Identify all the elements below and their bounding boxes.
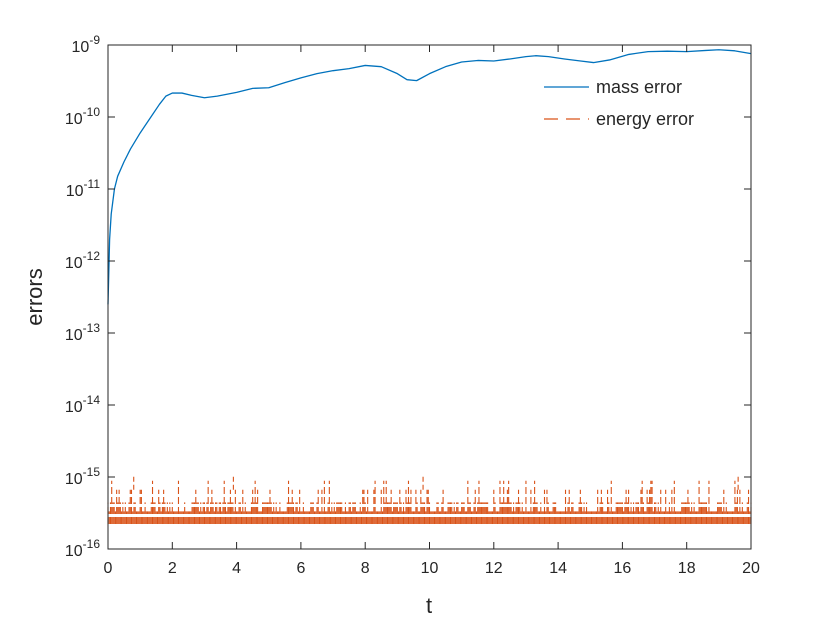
y-tick-label: 10-11 xyxy=(66,177,101,200)
y-tick-label: 10-12 xyxy=(65,249,100,272)
x-tick-label: 2 xyxy=(168,560,177,577)
x-tick-label: 0 xyxy=(104,560,113,577)
mass-error-line xyxy=(107,49,752,305)
x-tick-label: 12 xyxy=(485,560,503,577)
legend: mass error energy error xyxy=(537,70,737,138)
x-tick-label: 16 xyxy=(614,560,632,577)
x-tick-label: 8 xyxy=(361,560,370,577)
x-tick-label: 4 xyxy=(232,560,241,577)
legend-label-energy-error: energy error xyxy=(596,109,694,129)
y-tick-label: 10-15 xyxy=(65,465,100,488)
y-axis-label: errors xyxy=(22,268,47,325)
axes xyxy=(107,44,752,550)
mass-error-series xyxy=(107,49,752,305)
y-tick-label: 10-13 xyxy=(65,321,100,344)
x-axis-label: t xyxy=(426,593,432,618)
x-tick-label: 18 xyxy=(678,560,696,577)
y-tick-label: 10-10 xyxy=(65,105,100,128)
y-tick-label: 10-14 xyxy=(65,393,100,416)
legend-label-mass-error: mass error xyxy=(596,77,682,97)
tick-labels: 0 2 4 6 8 10 12 14 16 18 20 10-16 10-15 10-14 10-13 10-… xyxy=(65,33,760,577)
x-tick-label: 20 xyxy=(742,560,760,577)
y-tick-label: 10-9 xyxy=(72,33,101,56)
y-tick-label: 10-16 xyxy=(65,537,100,560)
x-tick-label: 14 xyxy=(549,560,567,577)
x-tick-label: 6 xyxy=(296,560,305,577)
x-tick-label: 10 xyxy=(421,560,439,577)
